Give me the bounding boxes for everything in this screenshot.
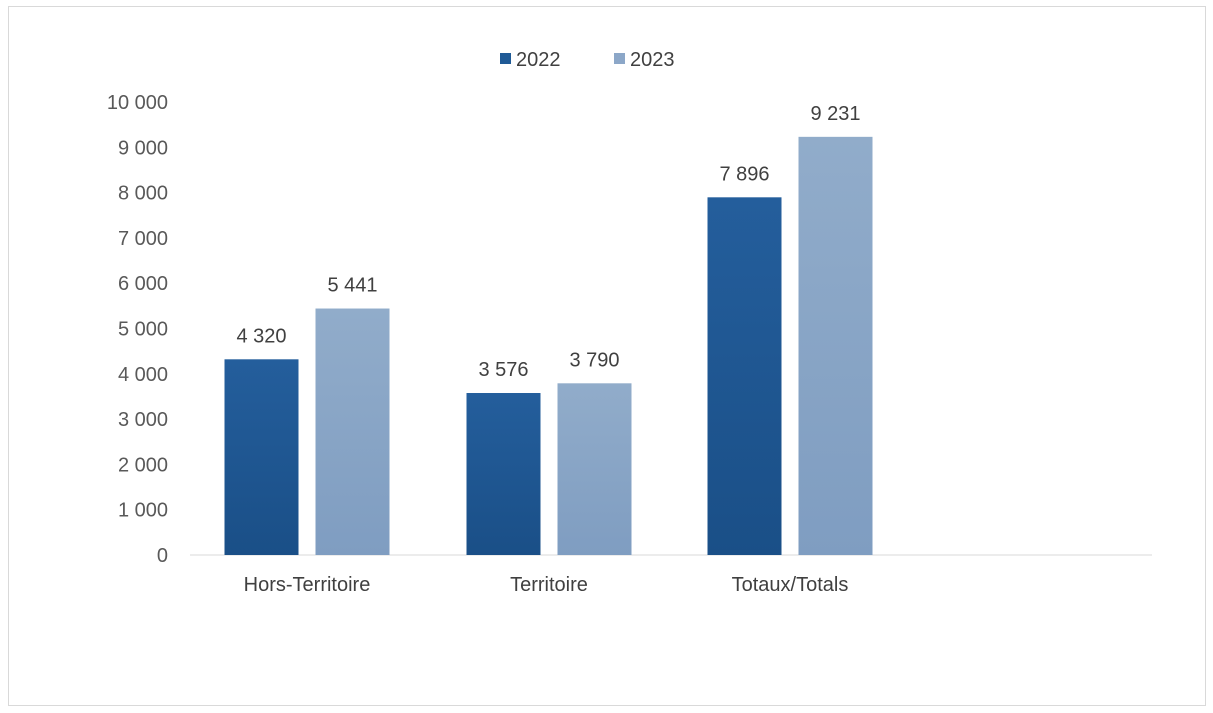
chart-frame — [8, 6, 1206, 706]
y-axis: 0 1 000 2 000 3 000 4 000 5 000 6 000 7 000 8 00… — [107, 92, 168, 567]
legend-swatch-2022 — [500, 53, 511, 64]
bars — [224, 136, 873, 555]
legend-swatch-2023 — [614, 53, 625, 64]
y-tick-label: 1 000 — [118, 500, 168, 522]
legend-label-2023: 2023 — [630, 49, 675, 71]
bar-2023-0 — [315, 308, 390, 555]
y-tick-label: 4 000 — [118, 364, 168, 386]
bar-2023-2 — [798, 136, 873, 555]
y-tick-label: 6 000 — [118, 273, 168, 295]
y-tick-label: 3 000 — [118, 409, 168, 431]
data-label-2023-1: 3 790 — [569, 349, 619, 371]
x-axis: Hors-Territoire Territoire Totaux/Totals — [244, 574, 849, 596]
data-label-2022-2: 7 896 — [719, 163, 769, 185]
data-labels: 4 320 5 441 3 576 3 790 7 896 9 231 — [236, 103, 860, 381]
y-tick-label: 0 — [157, 545, 168, 567]
legend: 2022 2023 — [500, 49, 675, 71]
data-label-2023-2: 9 231 — [810, 103, 860, 125]
x-tick-label: Totaux/Totals — [732, 574, 849, 596]
bar-2022-2 — [707, 197, 782, 555]
legend-label-2022: 2022 — [516, 49, 561, 71]
bar-2022-1 — [466, 393, 541, 555]
bar-2023-1 — [557, 383, 632, 555]
y-tick-label: 8 000 — [118, 183, 168, 205]
y-tick-label: 2 000 — [118, 454, 168, 476]
y-tick-label: 5 000 — [118, 319, 168, 341]
data-label-2022-0: 4 320 — [236, 325, 286, 347]
x-tick-label: Hors-Territoire — [244, 574, 371, 596]
y-tick-label: 10 000 — [107, 92, 168, 114]
x-tick-label: Territoire — [510, 574, 588, 596]
data-label-2022-1: 3 576 — [478, 359, 528, 381]
data-label-2023-0: 5 441 — [327, 275, 377, 297]
y-tick-label: 7 000 — [118, 228, 168, 250]
bar-2022-0 — [224, 359, 299, 555]
y-tick-label: 9 000 — [118, 137, 168, 159]
